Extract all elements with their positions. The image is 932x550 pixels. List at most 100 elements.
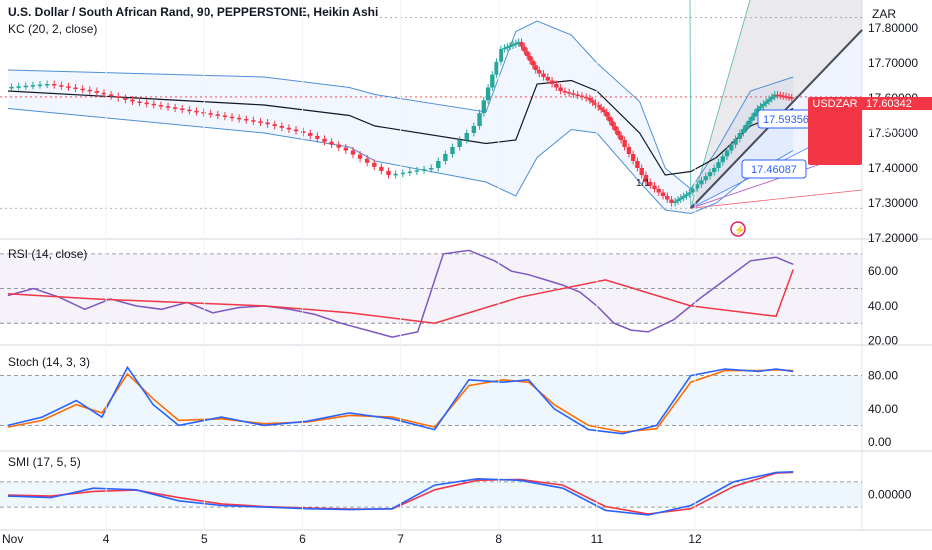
price-tick-3: 17.50000: [868, 126, 918, 140]
candle-body: [639, 168, 644, 175]
candle-body: [537, 70, 542, 74]
candle-body: [490, 74, 495, 88]
badge-change: +0.01%: [866, 112, 904, 124]
candle-body: [208, 113, 213, 115]
candle-body: [510, 44, 516, 46]
candle-body: [293, 129, 299, 132]
smi-band: [0, 481, 862, 508]
rsi-tick-1: 40.00: [868, 299, 898, 313]
candle-body: [660, 192, 666, 196]
candle-body: [630, 154, 636, 161]
candle-body: [364, 158, 370, 163]
candle-body: [286, 127, 292, 130]
smi-line: [7, 471, 794, 516]
candle-body: [258, 121, 263, 123]
price-tick-0: 17.80000: [868, 21, 918, 35]
candle-body: [626, 147, 632, 154]
time-tick-0: Nov: [2, 532, 23, 546]
candle-body: [789, 97, 794, 99]
candle-body: [428, 168, 434, 170]
candle-body: [618, 135, 624, 140]
flash-icon: [730, 221, 746, 237]
smi-legend: SMI (17, 5, 5): [8, 455, 81, 469]
candle-body: [533, 65, 538, 70]
candle-body: [357, 154, 363, 159]
smi-tick-0: 0.00000: [868, 488, 912, 502]
stoch-tick-2: 0.00: [868, 435, 892, 449]
candle-body: [610, 121, 615, 126]
candle-body: [516, 42, 521, 44]
stoch-legend: Stoch (14, 3, 3): [8, 355, 90, 369]
candle-body: [123, 98, 128, 100]
candle-body: [464, 133, 469, 140]
candle-body: [524, 51, 530, 56]
candle-body: [545, 77, 551, 81]
candle-body: [652, 185, 657, 189]
fan-fill-mid: [690, 30, 862, 209]
rsi-tick-0: 60.00: [868, 264, 898, 278]
candle-body: [450, 147, 455, 154]
candle-body: [94, 91, 100, 93]
candle-body: [613, 126, 618, 131]
candle-body: [575, 94, 580, 96]
candle-body: [604, 112, 610, 117]
candle-body: [414, 170, 420, 172]
rsi-legend: RSI (14, close): [8, 247, 87, 261]
price-tick-4: 17.40000: [868, 161, 918, 175]
candle-body: [746, 120, 752, 125]
candle-body: [587, 98, 592, 101]
stoch-tick-0: 80.00: [868, 369, 898, 383]
candle-body: [229, 116, 235, 119]
candle-body: [144, 102, 149, 105]
candle-body: [407, 171, 413, 173]
kc-basis-line: [7, 79, 794, 176]
candle-body: [752, 112, 757, 117]
candle-body: [350, 150, 356, 155]
candle-body: [436, 161, 441, 168]
time-tick-1: 4: [103, 532, 110, 546]
candle-body: [681, 196, 686, 198]
candle-body: [758, 106, 763, 109]
candle-body: [513, 43, 519, 45]
candle-body: [712, 168, 717, 173]
candle-body: [44, 84, 50, 86]
candle-body: [741, 128, 746, 133]
candle-body: [502, 47, 507, 50]
candle-body: [672, 201, 678, 203]
flash-icon-glyph: ⚡: [734, 224, 745, 236]
candle-body: [23, 85, 28, 88]
annotation-2: 17.46087: [751, 164, 797, 176]
candle-body: [329, 141, 334, 145]
stoch-tick-1: 40.00: [868, 402, 898, 416]
candle-body: [635, 161, 640, 168]
candle-body: [80, 88, 85, 91]
stoch-d-line: [7, 368, 794, 433]
candle-body: [372, 162, 377, 167]
annotation-1: 17.59356: [763, 114, 809, 126]
candle-body: [73, 87, 78, 89]
rsi-line: [7, 249, 794, 338]
candle-body: [761, 103, 766, 107]
candle-body: [194, 110, 199, 113]
candle-body: [566, 92, 572, 94]
candle-body: [643, 175, 649, 182]
candle-body: [477, 113, 482, 126]
candle-body: [30, 85, 36, 87]
candle-body: [616, 130, 621, 136]
candle-body: [778, 95, 783, 97]
candle-body: [786, 96, 792, 99]
candle-body: [9, 86, 14, 89]
candle-body: [549, 80, 555, 84]
candle-body: [775, 94, 780, 96]
badge-countdown: 01:08:05: [866, 124, 909, 136]
candle-body: [541, 73, 546, 77]
candle-body: [669, 199, 674, 203]
price-tick-1: 17.70000: [868, 56, 918, 70]
currency-label: ZAR: [872, 7, 896, 21]
candle-body: [766, 99, 772, 102]
candle-body: [707, 172, 713, 177]
chart-title: U.S. Dollar / South African Rand, 90, PE…: [8, 5, 378, 19]
candle-body: [222, 115, 228, 117]
